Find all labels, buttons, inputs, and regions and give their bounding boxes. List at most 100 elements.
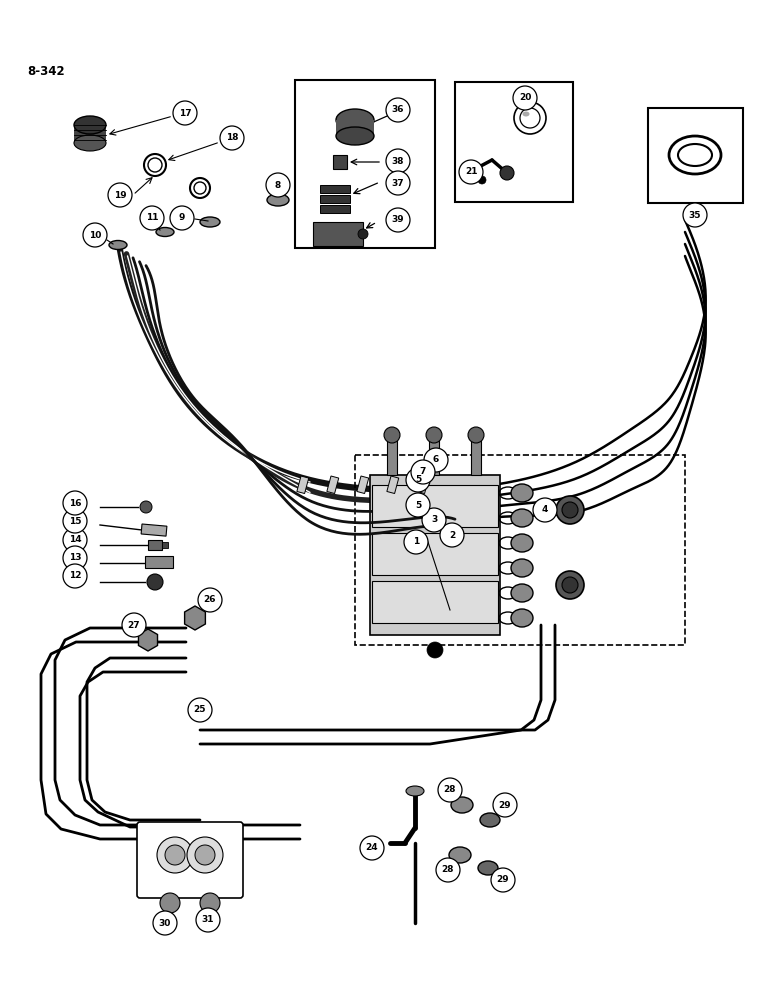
Text: 26: 26	[204, 595, 216, 604]
Bar	[295, 80, 435, 248]
Bar	[162, 542, 168, 548]
Circle shape	[147, 574, 163, 590]
Text: 7: 7	[420, 468, 426, 477]
Text: 12: 12	[69, 572, 81, 580]
Bar	[417, 476, 428, 494]
Circle shape	[63, 564, 87, 588]
Text: 2: 2	[449, 530, 455, 540]
Text: 8-342: 8-342	[27, 65, 65, 78]
Circle shape	[170, 206, 194, 230]
Text: 39: 39	[391, 216, 405, 225]
Circle shape	[406, 493, 430, 517]
Ellipse shape	[562, 577, 578, 593]
Ellipse shape	[511, 559, 533, 577]
Circle shape	[187, 837, 223, 873]
Ellipse shape	[556, 496, 584, 524]
Text: 6: 6	[433, 456, 439, 464]
Ellipse shape	[156, 228, 174, 236]
Circle shape	[200, 893, 220, 913]
Circle shape	[122, 613, 146, 637]
Circle shape	[386, 208, 410, 232]
Circle shape	[157, 837, 193, 873]
Text: 20: 20	[519, 94, 531, 103]
Bar	[145, 556, 173, 568]
Bar	[357, 476, 369, 494]
Text: 24: 24	[366, 844, 378, 852]
Text: 28: 28	[442, 865, 454, 874]
Circle shape	[360, 836, 384, 860]
Circle shape	[514, 102, 546, 134]
Ellipse shape	[336, 127, 374, 145]
Circle shape	[411, 460, 435, 484]
Ellipse shape	[556, 571, 584, 599]
Ellipse shape	[511, 584, 533, 602]
Circle shape	[422, 508, 446, 532]
Ellipse shape	[336, 109, 374, 131]
Bar	[370, 475, 500, 635]
Bar	[455, 82, 573, 202]
Circle shape	[165, 845, 185, 865]
Circle shape	[153, 911, 177, 935]
FancyBboxPatch shape	[137, 822, 243, 898]
Ellipse shape	[200, 217, 220, 227]
Circle shape	[266, 173, 290, 197]
Ellipse shape	[511, 484, 533, 502]
Text: 1: 1	[413, 538, 419, 546]
Circle shape	[63, 546, 87, 570]
Text: 18: 18	[225, 133, 239, 142]
Text: 15: 15	[69, 516, 81, 526]
Bar	[648, 108, 743, 203]
Text: 30: 30	[159, 918, 171, 928]
Bar	[327, 476, 339, 494]
Bar	[372, 533, 498, 575]
Text: 35: 35	[689, 211, 701, 220]
Text: 36: 36	[391, 105, 405, 114]
Text: 19: 19	[113, 190, 127, 200]
Bar	[141, 524, 167, 536]
Circle shape	[384, 427, 400, 443]
Circle shape	[493, 793, 517, 817]
Ellipse shape	[74, 116, 106, 134]
Circle shape	[83, 223, 107, 247]
Circle shape	[195, 845, 215, 865]
Bar	[297, 476, 309, 494]
Circle shape	[500, 166, 514, 180]
Text: 9: 9	[179, 214, 185, 223]
Ellipse shape	[406, 786, 424, 796]
Ellipse shape	[562, 502, 578, 518]
Circle shape	[533, 498, 557, 522]
Ellipse shape	[267, 194, 289, 206]
Text: 27: 27	[127, 620, 141, 630]
Bar	[320, 185, 350, 193]
Circle shape	[108, 183, 132, 207]
Text: 4: 4	[542, 506, 548, 514]
Text: 21: 21	[465, 167, 477, 176]
Text: 17: 17	[178, 108, 191, 117]
Circle shape	[440, 523, 464, 547]
Text: 25: 25	[194, 706, 206, 714]
Text: 29: 29	[496, 876, 510, 884]
Bar	[320, 195, 350, 203]
Circle shape	[436, 858, 460, 882]
Circle shape	[188, 698, 212, 722]
Circle shape	[63, 509, 87, 533]
Ellipse shape	[451, 797, 473, 813]
Text: 5: 5	[415, 500, 421, 510]
Circle shape	[513, 86, 537, 110]
Circle shape	[438, 778, 462, 802]
Text: 13: 13	[69, 554, 81, 562]
Bar	[313, 222, 363, 246]
Text: 31: 31	[201, 916, 215, 924]
Circle shape	[63, 528, 87, 552]
Circle shape	[386, 98, 410, 122]
Ellipse shape	[511, 609, 533, 627]
Text: 29: 29	[499, 800, 511, 810]
Circle shape	[478, 176, 486, 184]
Ellipse shape	[480, 813, 500, 827]
Ellipse shape	[511, 509, 533, 527]
Bar	[372, 581, 498, 623]
Circle shape	[198, 588, 222, 612]
Text: 28: 28	[444, 786, 456, 794]
Text: 3: 3	[431, 516, 437, 524]
Bar	[429, 440, 439, 475]
